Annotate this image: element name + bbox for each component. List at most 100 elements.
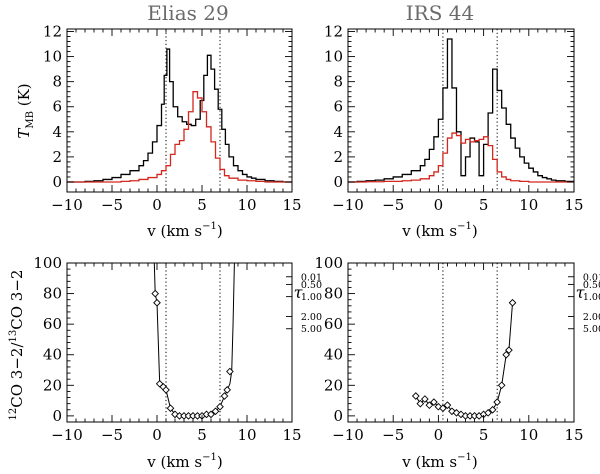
tau-tick-label: 1.00 (583, 292, 600, 303)
xlabel-close: ) (472, 222, 478, 240)
x-tick-label: 10 (519, 426, 538, 444)
tau-tick-label: 2.00 (301, 312, 322, 323)
y-tick-label: 0 (333, 407, 343, 425)
panel-title-elias29: Elias 29 (147, 1, 228, 25)
y-tick-label: 0 (52, 407, 62, 425)
x-tick-label: −5 (382, 426, 404, 444)
series-line-13co (348, 132, 574, 183)
ratio-axis-label: 12CO 3−2/13CO 3−2 (8, 270, 26, 421)
ratio-point (171, 410, 179, 419)
y-tick-label: 0 (333, 173, 343, 191)
axes-frame (347, 262, 575, 423)
tau-tick-label: 5.00 (301, 324, 322, 335)
xlabel-bottom-left: v (km s−1) (146, 452, 222, 471)
ratio-sup-12: 12 (8, 408, 19, 421)
y-tick-label: 100 (33, 254, 62, 272)
x-tick-label: 0 (152, 196, 162, 214)
y-tick-label: 10 (43, 48, 62, 66)
ratio-point (162, 386, 170, 394)
ratio-point (439, 404, 447, 413)
ratio-point (207, 410, 215, 419)
y-tick-label: 6 (52, 98, 62, 116)
xlabel-main: v (km s (401, 222, 457, 240)
xlabel-main: v (km s (146, 453, 202, 471)
xlabel-bottom-right: v (km s−1) (401, 452, 477, 471)
x-tick-label: 10 (519, 196, 538, 214)
ratio-point (216, 402, 224, 411)
ratio-curve (415, 302, 514, 417)
tau-tick-label: 5.00 (583, 324, 600, 335)
panel-elias29-spectrum: −10 −5 0 5 10 15 0 2 4 6 8 10 12 (43, 23, 302, 214)
xlabel-main: v (km s (146, 222, 202, 240)
ratio-point (411, 392, 420, 400)
x-tick-label: 15 (282, 426, 301, 444)
xlabel-main: v (km s (401, 453, 457, 471)
xlabel-close: ) (217, 453, 223, 471)
x-tick-label: −5 (101, 196, 123, 214)
xlabel-close: ) (217, 222, 223, 240)
y-tick-label: 12 (324, 23, 343, 41)
y-tick-label: 80 (324, 285, 343, 303)
y-tick-label: 20 (324, 376, 343, 394)
x-tick-label: −10 (332, 426, 364, 444)
x-tick-label: 15 (282, 196, 301, 214)
axes-frame (66, 262, 293, 423)
series-line-13co (67, 91, 292, 183)
ratio-point (484, 408, 492, 417)
series-line-12co (348, 38, 574, 183)
ratio-point (226, 367, 234, 376)
y-tick-label: 60 (324, 315, 343, 333)
tau-symbol-right: τ (576, 283, 586, 302)
panel-title-irs44: IRS 44 (406, 1, 474, 25)
tau-tick-label: 0.50 (583, 280, 600, 291)
xlabel-top-left: v (km s−1) (146, 221, 222, 240)
y-tick-label: 100 (314, 254, 343, 272)
ratio-point (508, 298, 517, 307)
tau-tick-label: 1.00 (301, 292, 322, 303)
series-line-12co (67, 48, 292, 183)
panel-irs44-ratio: −10 −5 0 5 10 15 0 20 40 60 80 100 0.010.501.00 2.005… (314, 254, 600, 444)
ratio-label-mid: CO 3−2/ (8, 342, 26, 408)
y-tick-label: 8 (333, 73, 343, 91)
tau-tick-label: 0.01 (583, 272, 600, 283)
x-tick-label: 5 (197, 196, 207, 214)
plot-area (348, 38, 574, 183)
xlabel-top-right: v (km s−1) (401, 221, 477, 240)
xlabel-sup: −1 (457, 221, 472, 232)
ratio-point (416, 399, 425, 408)
ratio-point (493, 398, 501, 406)
ratio-point (430, 398, 438, 406)
ratio-point (434, 402, 443, 411)
y-tick-label: 40 (43, 346, 62, 364)
tmb-symbol: T (15, 128, 33, 139)
tau-tick-label: 0.50 (301, 280, 322, 291)
y-tick-label: 4 (52, 123, 62, 141)
ratio-point (211, 407, 220, 416)
y-tick-label: 20 (43, 376, 62, 394)
ratio-point (166, 404, 175, 413)
ratio-point (502, 350, 511, 359)
ratio-point (421, 395, 429, 403)
x-tick-label: 0 (434, 426, 444, 444)
ratio-point (151, 289, 160, 298)
y-tick-label: 6 (333, 98, 343, 116)
x-tick-label: 10 (237, 196, 256, 214)
x-tick-label: 15 (564, 196, 583, 214)
x-tick-label: 5 (197, 426, 207, 444)
xlabel-sup: −1 (457, 452, 472, 463)
y-tick-label: 4 (333, 123, 343, 141)
y-tick-label: 0 (52, 173, 62, 191)
axes-frame (347, 28, 575, 193)
x-tick-label: −10 (51, 196, 83, 214)
panel-elias29-ratio: −10 −5 0 5 10 15 0 20 40 60 80 100 0.010.501.00 2.005… (33, 254, 322, 444)
ratio-point (457, 410, 465, 419)
ratio-point (505, 346, 513, 354)
ratio-point (497, 381, 506, 390)
ratio-sup-13: 13 (8, 330, 19, 343)
axes-frame (66, 28, 293, 193)
ratio-point (425, 401, 434, 410)
tmb-axis-label: TMB (K) (15, 83, 36, 138)
x-tick-label: 0 (434, 196, 444, 214)
y-tick-label: 2 (333, 148, 343, 166)
ratio-point (452, 408, 461, 417)
